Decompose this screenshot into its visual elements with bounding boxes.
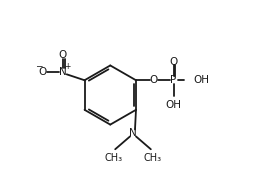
Text: +: + [64, 62, 71, 71]
Text: CH₃: CH₃ [104, 153, 122, 163]
Text: OH: OH [193, 75, 209, 85]
Text: CH₃: CH₃ [144, 153, 162, 163]
Text: O: O [39, 67, 47, 77]
Text: OH: OH [166, 100, 182, 110]
Text: −: − [35, 61, 43, 70]
Text: O: O [169, 56, 178, 67]
Text: O: O [150, 75, 158, 85]
Text: N: N [129, 128, 137, 139]
Text: O: O [59, 50, 67, 60]
Text: P: P [171, 75, 177, 85]
Text: N: N [59, 67, 67, 77]
